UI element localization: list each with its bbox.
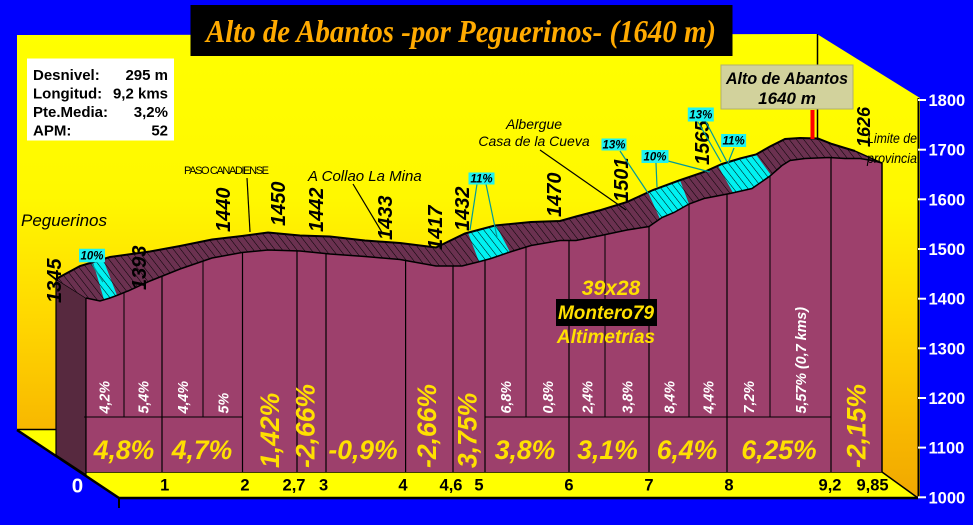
svg-text:3,2%: 3,2%	[134, 104, 168, 121]
svg-text:4,4%: 4,4%	[176, 381, 192, 415]
svg-text:Casa de la Cueva: Casa de la Cueva	[478, 133, 590, 149]
svg-text:13%: 13%	[689, 110, 712, 122]
svg-text:4,4%: 4,4%	[702, 381, 718, 415]
svg-text:Limite de: Limite de	[867, 130, 917, 146]
svg-text:3,8%: 3,8%	[495, 435, 555, 465]
svg-text:1440: 1440	[213, 188, 235, 233]
svg-text:0,8%: 0,8%	[541, 381, 557, 414]
svg-text:10%: 10%	[643, 152, 666, 164]
svg-text:Altimetrías: Altimetrías	[556, 327, 655, 348]
svg-text:APM:: APM:	[33, 123, 71, 140]
svg-text:1600: 1600	[929, 191, 966, 209]
svg-text:13%: 13%	[602, 140, 625, 152]
svg-text:5,4%: 5,4%	[137, 381, 153, 414]
svg-text:1800: 1800	[929, 92, 966, 110]
svg-text:4,8%: 4,8%	[93, 435, 154, 465]
svg-text:-2,66%: -2,66%	[291, 384, 321, 468]
svg-text:8: 8	[724, 477, 733, 495]
svg-text:1300: 1300	[929, 340, 966, 358]
svg-text:1442: 1442	[306, 188, 328, 233]
svg-text:4,6: 4,6	[440, 477, 463, 495]
svg-text:1470: 1470	[544, 173, 566, 218]
svg-text:3: 3	[319, 477, 328, 495]
svg-text:1565: 1565	[692, 120, 714, 165]
svg-text:3,75%: 3,75%	[453, 393, 483, 468]
svg-text:2,7: 2,7	[283, 477, 306, 495]
svg-text:1400: 1400	[929, 291, 966, 309]
svg-text:Alto de Abantos: Alto de Abantos	[725, 69, 848, 88]
svg-text:1345: 1345	[44, 258, 66, 303]
svg-text:provincia: provincia	[866, 150, 917, 166]
svg-text:5,57% (0,7 kms): 5,57% (0,7 kms)	[794, 307, 810, 414]
svg-text:-2,15%: -2,15%	[842, 384, 872, 468]
svg-text:-0,9%: -0,9%	[328, 435, 397, 465]
svg-text:Desnivel:: Desnivel:	[33, 67, 100, 84]
svg-text:Peguerinos: Peguerinos	[21, 211, 108, 230]
svg-text:Montero79: Montero79	[558, 303, 655, 324]
svg-text:7: 7	[644, 477, 653, 495]
svg-text:10%: 10%	[80, 251, 103, 263]
svg-text:1450: 1450	[268, 182, 290, 227]
svg-text:3,8%: 3,8%	[621, 381, 637, 414]
svg-text:295 m: 295 m	[125, 67, 168, 84]
svg-text:9,85: 9,85	[856, 477, 888, 495]
svg-text:Albergue: Albergue	[505, 116, 562, 132]
svg-text:Alto de Abantos -por Peguerino: Alto de Abantos -por Peguerinos- (1640 m…	[204, 13, 716, 49]
svg-text:4,7%: 4,7%	[171, 435, 232, 465]
svg-text:7,2%: 7,2%	[742, 381, 758, 414]
svg-text:1393: 1393	[129, 246, 151, 291]
svg-text:5%: 5%	[217, 393, 233, 414]
svg-text:1000: 1000	[929, 489, 966, 507]
svg-text:11%: 11%	[470, 174, 492, 186]
svg-text:Pte.Media:: Pte.Media:	[33, 104, 108, 121]
svg-text:6: 6	[564, 477, 573, 495]
svg-text:5: 5	[474, 477, 483, 495]
svg-text:1432: 1432	[452, 187, 474, 232]
svg-text:1433: 1433	[375, 196, 397, 241]
svg-text:6,25%: 6,25%	[741, 435, 816, 465]
svg-text:PASO CANADIENSE: PASO CANADIENSE	[184, 165, 269, 177]
svg-text:39x28: 39x28	[582, 277, 641, 300]
svg-text:Longitud:: Longitud:	[33, 86, 102, 103]
svg-text:9,2: 9,2	[819, 477, 842, 495]
svg-text:1100: 1100	[929, 440, 965, 458]
svg-text:2: 2	[240, 477, 249, 495]
svg-text:1700: 1700	[929, 142, 966, 160]
svg-text:1626: 1626	[854, 106, 874, 147]
svg-text:1500: 1500	[929, 241, 966, 259]
svg-text:52: 52	[151, 123, 168, 140]
svg-text:1417: 1417	[425, 205, 447, 250]
svg-text:0: 0	[72, 475, 83, 498]
svg-text:6,4%: 6,4%	[657, 435, 717, 465]
svg-text:4: 4	[398, 477, 408, 495]
svg-text:6,8%: 6,8%	[499, 381, 515, 414]
svg-text:3,1%: 3,1%	[577, 435, 637, 465]
svg-text:1: 1	[160, 477, 169, 495]
svg-text:2,4%: 2,4%	[581, 381, 597, 415]
svg-text:1640 m: 1640 m	[758, 89, 816, 108]
svg-text:8,4%: 8,4%	[663, 381, 679, 414]
svg-text:1501: 1501	[611, 158, 633, 203]
svg-text:-2,66%: -2,66%	[412, 384, 442, 468]
svg-text:4,2%: 4,2%	[98, 381, 114, 415]
svg-text:A Collao La Mina: A Collao La Mina	[307, 168, 422, 185]
svg-text:1,42%: 1,42%	[255, 393, 285, 468]
svg-text:9,2 kms: 9,2 kms	[113, 86, 168, 103]
svg-text:11%: 11%	[723, 136, 745, 148]
svg-text:1200: 1200	[929, 390, 966, 408]
